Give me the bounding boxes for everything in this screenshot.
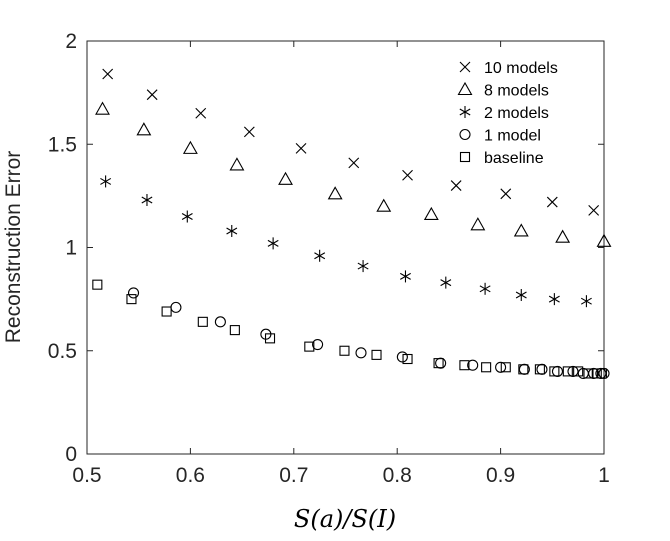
y-tick-label: 2 xyxy=(65,30,77,53)
legend-label: 8 models xyxy=(484,83,549,100)
data-point xyxy=(433,358,444,369)
data-point xyxy=(515,288,527,301)
plot-area xyxy=(86,40,605,455)
data-point xyxy=(161,306,172,317)
data-point xyxy=(195,107,207,119)
data-point xyxy=(278,171,293,185)
legend-marker xyxy=(459,128,471,141)
data-point xyxy=(513,223,529,237)
data-point xyxy=(181,210,193,223)
y-axis-title: Reconstruction Error xyxy=(2,151,25,344)
data-point xyxy=(182,140,198,154)
data-point xyxy=(534,364,545,375)
data-point xyxy=(357,260,369,273)
data-point xyxy=(567,365,579,377)
data-point xyxy=(549,366,560,377)
y-tick-label: 1 xyxy=(65,237,77,260)
data-point xyxy=(573,366,584,377)
data-point xyxy=(100,175,112,188)
data-point xyxy=(95,101,110,115)
legend-label: baseline xyxy=(484,150,544,167)
data-point xyxy=(548,293,560,306)
data-point xyxy=(264,333,276,344)
data-point xyxy=(423,206,439,221)
data-point xyxy=(146,89,158,101)
legend-marker xyxy=(459,151,471,163)
data-point xyxy=(295,142,307,154)
data-point xyxy=(214,316,226,328)
data-point xyxy=(479,282,491,295)
legend: 10 models 8 models 2 models 1 model baseline xyxy=(457,60,558,167)
legend-label: 1 model xyxy=(484,128,541,145)
data-point xyxy=(355,347,367,359)
x-tick-label: 0.8 xyxy=(383,464,412,487)
data-point xyxy=(399,270,411,283)
data-point xyxy=(596,368,607,379)
data-point xyxy=(127,287,140,299)
data-point xyxy=(229,325,240,336)
x-axis-title: S(a)/S(I) xyxy=(294,505,396,533)
data-point xyxy=(555,229,571,243)
data-point xyxy=(500,188,512,200)
legend-marker xyxy=(459,61,471,73)
x-tick-label: 1 xyxy=(598,464,610,487)
data-point xyxy=(440,276,452,289)
data-point xyxy=(481,362,492,373)
series-8-models xyxy=(95,101,612,247)
data-point xyxy=(141,194,153,207)
data-point xyxy=(546,196,558,208)
legend-label: 10 models xyxy=(484,60,558,77)
axes: 0.5 0.6 0.7 0.8 0.9 100.511.52 xyxy=(48,30,610,487)
legend-marker xyxy=(457,81,473,96)
series-2-models xyxy=(100,175,592,308)
legend-label: 2 models xyxy=(484,105,549,122)
data-point xyxy=(304,341,315,352)
data-point xyxy=(197,316,208,327)
data-point xyxy=(402,353,413,365)
data-point xyxy=(588,204,600,216)
x-tick-label: 0.5 xyxy=(72,464,101,487)
data-point xyxy=(583,368,594,379)
data-point xyxy=(470,217,486,231)
data-point xyxy=(102,68,114,80)
x-tick-label: 0.7 xyxy=(279,464,308,487)
legend-marker xyxy=(459,106,471,118)
data-point xyxy=(596,233,612,247)
x-tick-label: 0.9 xyxy=(486,464,515,487)
x-tick-label: 0.6 xyxy=(176,464,205,487)
data-point xyxy=(562,366,573,377)
data-point xyxy=(396,351,408,363)
y-tick-label: 1.5 xyxy=(48,133,77,156)
data-point xyxy=(450,180,462,191)
data-point xyxy=(376,198,392,212)
data-point xyxy=(312,339,324,351)
data-point xyxy=(518,364,529,375)
data-point xyxy=(267,237,279,250)
y-tick-label: 0 xyxy=(65,443,77,466)
data-markers xyxy=(92,68,612,380)
data-point xyxy=(467,359,479,371)
data-point xyxy=(226,224,238,237)
data-point xyxy=(459,360,470,371)
data-point xyxy=(591,368,602,379)
data-point xyxy=(371,349,382,360)
data-point xyxy=(495,361,507,373)
data-point xyxy=(348,157,360,169)
data-point xyxy=(243,126,255,138)
data-point xyxy=(580,295,592,308)
data-point xyxy=(229,157,245,171)
data-point xyxy=(92,279,103,290)
data-point xyxy=(327,186,343,200)
series-baseline xyxy=(92,279,607,379)
series-10-models xyxy=(102,68,600,216)
y-tick-label: 0.5 xyxy=(48,340,77,363)
data-point xyxy=(339,345,350,356)
data-point xyxy=(136,122,152,136)
data-point xyxy=(500,362,511,373)
data-point xyxy=(126,294,137,305)
data-point xyxy=(402,169,413,181)
data-point xyxy=(314,249,326,262)
